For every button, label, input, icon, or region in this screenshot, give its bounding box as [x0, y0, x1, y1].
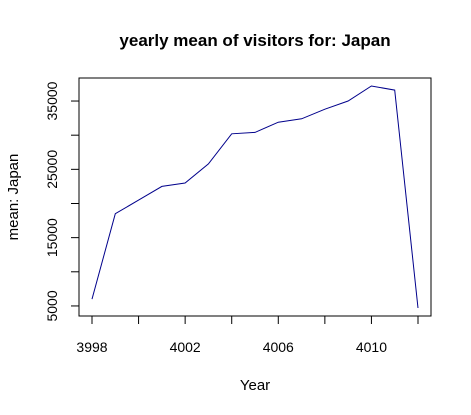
y-tick-label: 15000: [44, 218, 60, 257]
series-line: [92, 86, 418, 308]
y-tick-label: 5000: [44, 290, 60, 321]
x-tick-label: 4002: [170, 339, 201, 355]
x-axis: 3998 4002 4006 4010: [76, 316, 418, 355]
y-tick-label: 35000: [44, 81, 60, 120]
x-tick-label: 4010: [356, 339, 387, 355]
y-axis-label: mean: Japan: [5, 154, 22, 241]
plot-frame: [79, 78, 431, 316]
x-tick-label: 3998: [76, 339, 107, 355]
x-axis-label: Year: [240, 377, 270, 394]
series-layer: [92, 86, 418, 308]
y-axis: 5000 15000 25000 35000: [44, 81, 79, 321]
y-tick-label: 25000: [44, 150, 60, 189]
chart-title: yearly mean of visitors for: Japan: [119, 31, 390, 50]
x-tick-label: 4006: [263, 339, 294, 355]
